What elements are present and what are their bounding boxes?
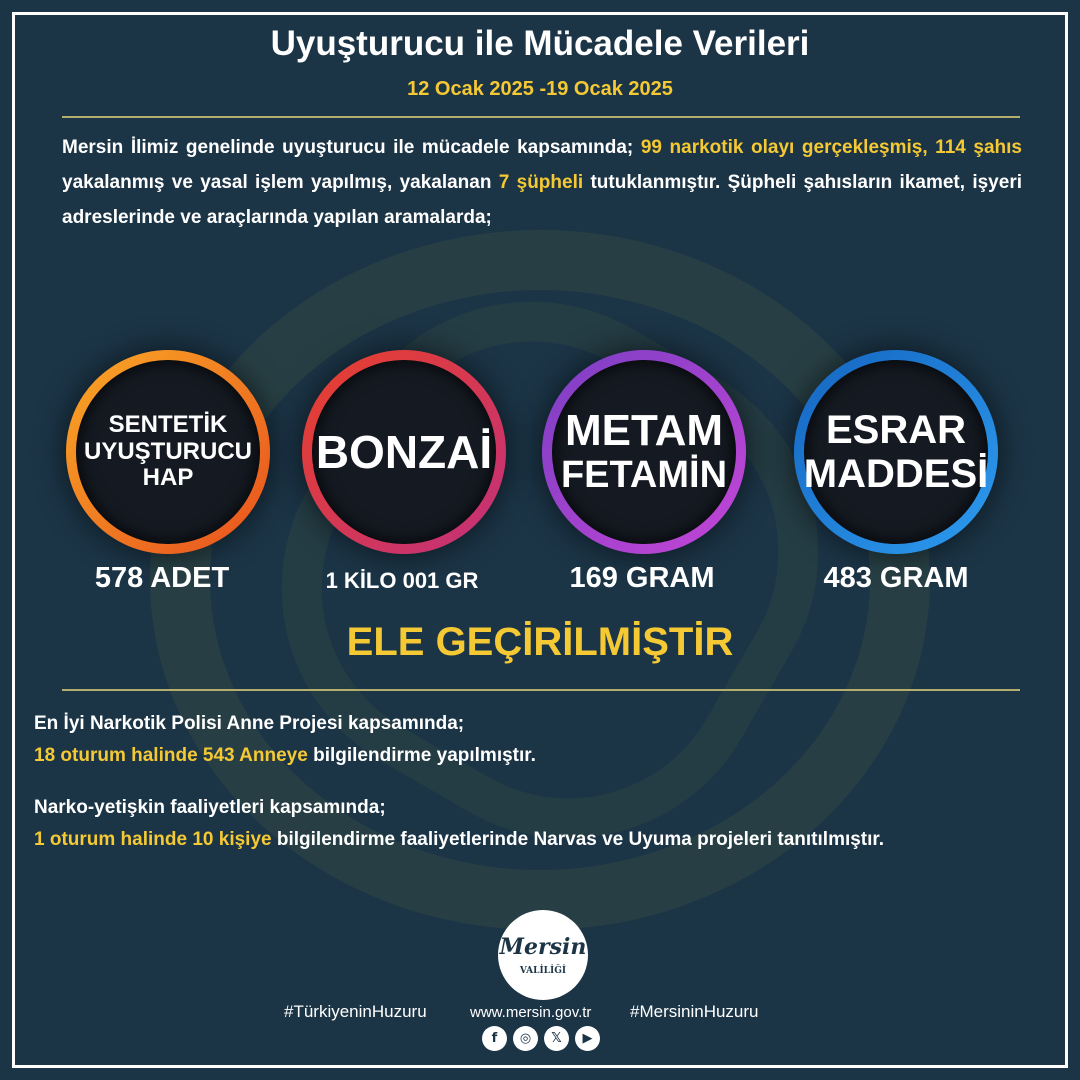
x-icon[interactable]: 𝕏	[544, 1026, 569, 1051]
intro-text: yakalanmış ve yasal işlem yapılmış, yaka…	[62, 172, 499, 193]
circle-metamfetamin: METAM FETAMİN	[542, 350, 746, 554]
website-link[interactable]: www.mersin.gov.tr	[470, 1004, 592, 1021]
circle-sentetik: SENTETİK UYUŞTURUCU HAP	[66, 350, 270, 554]
page-title: Uyuşturucu ile Mücadele Verileri	[270, 24, 810, 63]
section-text: bilgilendirme yapılmıştır.	[307, 745, 536, 766]
circle-esrar: ESRAR MADDESİ	[794, 350, 998, 554]
date-range: 12 Ocak 2025 -19 Ocak 2025	[407, 78, 673, 100]
value-esrar: 483 GRAM	[823, 562, 969, 594]
facebook-icon[interactable]: f	[482, 1026, 507, 1051]
circle-label: FETAMİN	[560, 454, 728, 497]
intro-highlight: 99 narkotik olayı gerçekleşmiş, 114 şahı…	[640, 137, 1022, 158]
intro-paragraph: Mersin İlimiz genelinde uyuşturucu ile m…	[62, 130, 1022, 235]
logo-subtext: VALİLİĞİ	[519, 966, 567, 976]
circle-label: MADDESİ	[803, 452, 989, 496]
intro-highlight: 7 şüpheli	[498, 172, 584, 193]
circle-label: UYUŞTURUCU	[84, 437, 252, 465]
logo-text: Mersin	[499, 934, 587, 960]
circle-label: ESRAR	[825, 408, 967, 452]
value-sentetik: 578 ADET	[94, 562, 230, 594]
section-anne-projesi: En İyi Narkotik Polisi Anne Projesi kaps…	[34, 708, 1046, 772]
section-narko-yetiskin: Narko-yetişkin faaliyetleri kapsamında; 1…	[34, 792, 1046, 856]
mersin-valiligi-logo: Mersin VALİLİĞİ	[498, 910, 588, 1000]
intro-text: tutuklanmıştır. Şüpheli şahısların ikame…	[62, 172, 1022, 228]
divider	[62, 116, 1020, 118]
border-frame	[12, 12, 1068, 1068]
section-highlight: 18 oturum halinde 543 Anneye	[34, 745, 308, 766]
value-metamfetamin: 169 GRAM	[569, 562, 715, 594]
circle-label: METAM	[564, 405, 724, 455]
section-text: bilgilendirme faaliyetlerinde Narvas ve …	[271, 829, 885, 850]
intro-text: Mersin İlimiz genelinde uyuşturucu ile m…	[62, 137, 641, 158]
youtube-icon[interactable]: ▶	[575, 1026, 600, 1051]
divider	[62, 689, 1020, 691]
circle-label: HAP	[142, 464, 194, 492]
circle-label: SENTETİK	[108, 411, 228, 439]
circle-label: BONZAİ	[315, 425, 493, 478]
section-text: Narko-yetişkin faaliyetleri kapsamında;	[34, 797, 386, 818]
hashtag-mersin: #MersininHuzuru	[630, 1002, 759, 1021]
social-links: f ◎ 𝕏 ▶	[482, 1026, 600, 1051]
hashtag-turkiye: #TürkiyeninHuzuru	[284, 1002, 427, 1021]
instagram-icon[interactable]: ◎	[513, 1026, 538, 1051]
circle-bonzai: BONZAİ	[302, 350, 506, 554]
section-text: En İyi Narkotik Polisi Anne Projesi kaps…	[34, 713, 465, 734]
value-bonzai: 1 KİLO 001 GR	[325, 568, 479, 593]
seized-heading: ELE GEÇİRİLMİŞTİR	[346, 620, 734, 664]
section-highlight: 1 oturum halinde 10 kişiye	[34, 829, 272, 850]
